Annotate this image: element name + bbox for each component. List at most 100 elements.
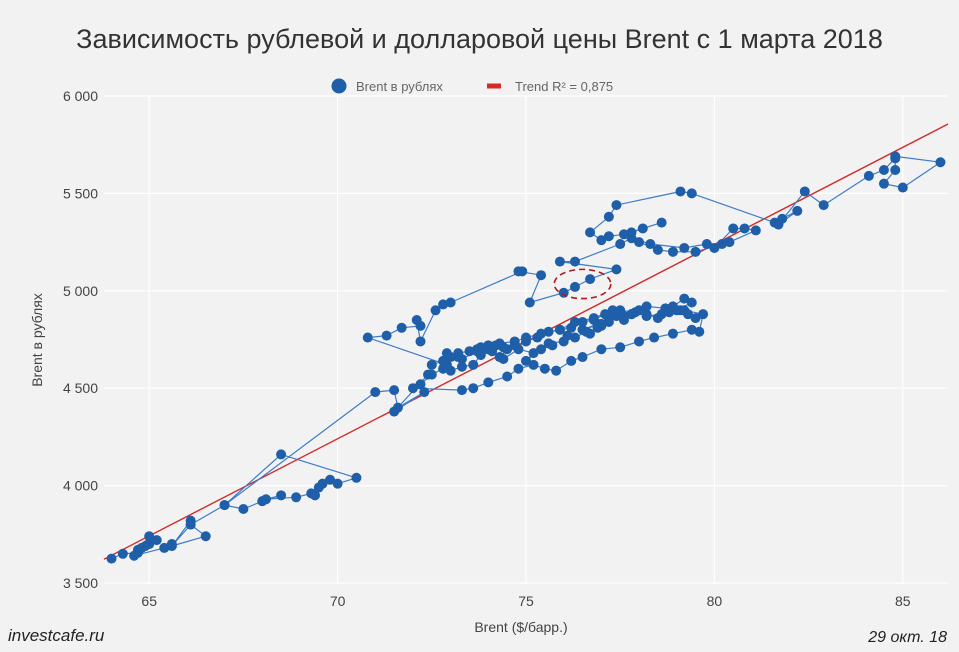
data-point xyxy=(539,363,550,374)
data-point xyxy=(603,231,614,242)
data-point xyxy=(679,293,690,304)
data-point xyxy=(159,542,170,553)
data-point xyxy=(483,340,494,351)
data-point xyxy=(498,353,509,364)
data-point xyxy=(310,490,320,501)
data-point xyxy=(773,219,784,230)
data-point xyxy=(690,246,701,257)
data-point xyxy=(317,478,328,489)
data-point xyxy=(878,178,889,189)
data-point xyxy=(615,305,626,316)
legend-label-series: Brent в рублях xyxy=(356,79,443,94)
footer-date: 29 окт. 18 xyxy=(868,629,947,646)
data-point xyxy=(569,332,580,343)
data-point xyxy=(799,186,810,197)
data-point xyxy=(521,332,531,343)
data-point xyxy=(649,332,660,343)
data-point xyxy=(728,223,739,234)
data-point xyxy=(396,322,407,333)
legend-label-trend: Trend R² = 0,875 xyxy=(515,79,613,94)
data-point xyxy=(464,346,475,357)
data-point xyxy=(276,490,287,501)
data-point xyxy=(626,227,637,238)
data-point xyxy=(634,237,645,248)
data-point xyxy=(389,385,400,396)
data-point xyxy=(792,205,803,216)
data-point xyxy=(513,363,524,374)
highlight-dashed-circle xyxy=(553,268,612,300)
data-point xyxy=(528,348,539,359)
y-tick-label: 6 000 xyxy=(63,88,98,104)
data-point xyxy=(686,297,697,308)
data-point xyxy=(724,237,735,248)
data-point xyxy=(698,309,709,320)
data-point xyxy=(569,256,580,267)
data-point xyxy=(611,264,622,275)
data-point xyxy=(569,281,580,292)
data-point xyxy=(890,151,901,162)
data-point xyxy=(261,494,272,505)
data-point xyxy=(863,170,874,181)
data-point xyxy=(468,383,479,394)
y-tick-label: 5 500 xyxy=(63,185,98,201)
data-point xyxy=(106,553,117,564)
data-point xyxy=(430,305,441,316)
data-point xyxy=(634,336,645,347)
data-point xyxy=(596,344,607,355)
y-tick-label: 3 500 xyxy=(63,575,98,591)
data-point xyxy=(660,303,671,314)
data-point xyxy=(524,297,535,308)
data-point xyxy=(626,309,637,320)
data-point xyxy=(588,313,599,324)
data-point xyxy=(554,256,565,267)
data-point xyxy=(709,242,720,253)
data-point xyxy=(456,385,467,396)
data-point xyxy=(351,472,362,483)
data-point xyxy=(426,359,437,370)
data-point xyxy=(675,186,686,197)
data-point xyxy=(185,519,196,530)
data-point xyxy=(453,348,464,359)
data-point xyxy=(656,217,667,228)
data-point xyxy=(389,406,400,417)
data-point xyxy=(694,326,705,337)
data-point xyxy=(701,239,712,250)
y-axis-ticks: 3 500 4 000 4 500 5 000 5 500 6 000 xyxy=(63,88,98,591)
data-point xyxy=(897,182,908,193)
data-point xyxy=(166,540,177,551)
legend-marker-series xyxy=(331,78,347,94)
data-point xyxy=(878,165,889,176)
data-point xyxy=(585,227,596,238)
data-point xyxy=(426,369,437,380)
data-point xyxy=(472,344,483,355)
data-point xyxy=(483,377,494,388)
data-point xyxy=(445,297,456,308)
data-point xyxy=(667,328,678,339)
data-point xyxy=(144,531,155,542)
data-point xyxy=(686,324,697,335)
data-point xyxy=(509,336,520,347)
data-point xyxy=(554,324,565,335)
data-point xyxy=(679,305,690,316)
data-point xyxy=(536,328,547,339)
legend-marker-trend xyxy=(487,83,501,89)
highlight-annotation xyxy=(553,268,612,300)
data-point xyxy=(686,188,697,199)
data-point xyxy=(456,361,467,372)
data-point xyxy=(615,239,626,250)
data-point xyxy=(494,338,505,349)
data-point xyxy=(362,332,373,343)
data-point xyxy=(607,305,618,316)
data-point xyxy=(415,379,426,390)
y-tick-label: 5 000 xyxy=(63,283,98,299)
series-points xyxy=(106,151,946,564)
x-axis-ticks: 65 70 75 80 85 xyxy=(141,593,910,609)
data-point xyxy=(818,200,829,211)
data-point xyxy=(502,371,513,382)
data-point xyxy=(600,309,611,320)
data-point xyxy=(596,235,607,246)
data-point xyxy=(739,223,750,234)
data-point xyxy=(370,387,381,398)
data-point xyxy=(667,301,678,312)
